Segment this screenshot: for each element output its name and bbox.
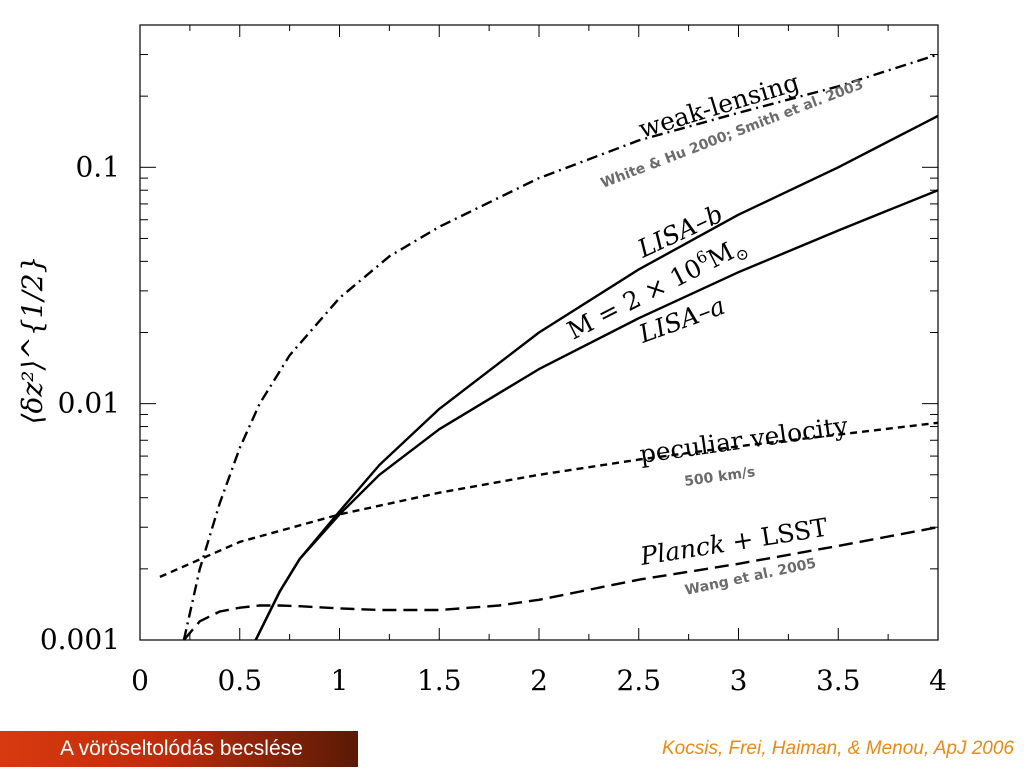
x-tick-label: 0.5 — [217, 664, 262, 697]
y-tick-label: 0.01 — [58, 387, 120, 420]
x-tick-label: 3.5 — [816, 664, 861, 697]
y-tick-labels: 0.001 0.01 0.1 — [40, 150, 120, 656]
lisa-b-curve — [254, 114, 939, 641]
x-tick-label: 2.5 — [616, 664, 661, 697]
x-tick-label: 1.5 — [417, 664, 462, 697]
y-tick-label: 0.1 — [75, 150, 120, 183]
peculiar-velocity-reference: 500 km/s — [683, 464, 756, 490]
lisa-a-curve — [254, 189, 939, 641]
x-axis-label: z — [530, 722, 546, 730]
x-tick-labels: 0 0.5 1 1.5 2 2.5 3 3.5 4 — [131, 664, 947, 697]
planck-label-rest: + LSST — [722, 513, 830, 558]
x-tick-label: 4 — [929, 664, 947, 697]
mass-label-unit: M — [703, 237, 739, 274]
tick-marks — [139, 24, 939, 641]
peculiar-velocity-curve — [159, 421, 939, 578]
chart: 0 0.5 1 1.5 2 2.5 3 3.5 4 0.001 0.01 0.1 ⟨δz²⟩^{1/… — [16, 24, 947, 730]
x-tick-label: 2 — [530, 664, 548, 697]
x-tick-label: 3 — [730, 664, 748, 697]
x-tick-label: 0 — [131, 664, 149, 697]
slide-title-banner: A vöröseltolódás becslése — [0, 731, 358, 767]
y-axis-title: ⟨δz²⟩^{1/2} — [16, 256, 49, 425]
citation: Kocsis, Frei, Haiman, & Menou, ApJ 2006 — [661, 738, 1014, 759]
planck-lsst-reference: Wang et al. 2005 — [684, 555, 818, 598]
weak-lensing-curve — [182, 53, 939, 641]
planck-label-italic: Planck — [637, 529, 726, 571]
curves — [159, 53, 939, 641]
peculiar-velocity-label: peculiar velocity — [638, 411, 851, 469]
y-tick-label: 0.001 — [40, 623, 120, 656]
planck-lsst-curve — [182, 526, 939, 641]
x-tick-label: 1 — [331, 664, 349, 697]
y-axis-label: ⟨δz²⟩^{1/2} — [16, 256, 49, 425]
